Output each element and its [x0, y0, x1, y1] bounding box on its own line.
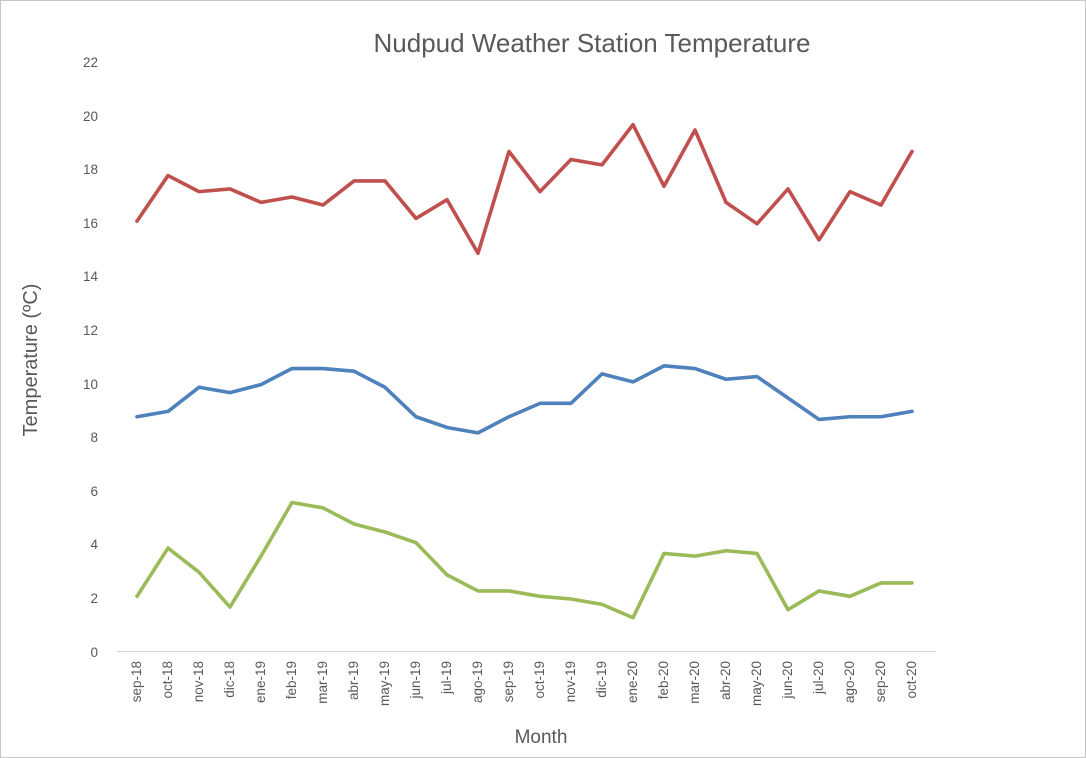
x-tick-label-abr-20: abr-20: [718, 661, 733, 701]
x-tick-label-ago-19: ago-19: [470, 661, 485, 704]
y-tick-label-20: 20: [82, 108, 98, 124]
series-green-line: [135, 500, 914, 620]
x-tick-label-oct-19: oct-19: [532, 661, 547, 699]
x-tick-label-ago-20: ago-20: [842, 661, 857, 704]
x-tick-label-dic-18: dic-18: [222, 661, 237, 698]
x-tick-label-abr-19: abr-19: [346, 661, 361, 701]
x-tick-label-may-20: may-20: [749, 661, 764, 707]
series-blue-line: [135, 364, 914, 435]
y-tick-label-6: 6: [90, 483, 98, 499]
y-tick-label-0: 0: [90, 644, 98, 660]
x-tick-label-dic-19: dic-19: [594, 661, 609, 698]
x-tick-label-sep-18: sep-18: [129, 661, 144, 703]
x-tick-label-nov-18: nov-18: [191, 661, 206, 703]
x-tick-label-jun-19: jun-19: [408, 661, 423, 699]
y-tick-label-4: 4: [90, 537, 98, 553]
y-tick-label-18: 18: [82, 162, 98, 178]
x-tick-label-jul-19: jul-19: [439, 661, 454, 695]
x-tick-label-feb-20: feb-20: [656, 661, 671, 700]
x-tick-label-feb-19: feb-19: [284, 661, 299, 700]
y-tick-label-8: 8: [90, 430, 98, 446]
chart-title: Nudpud Weather Station Temperature: [373, 28, 811, 58]
x-tick-label-ene-19: ene-19: [253, 661, 268, 704]
y-tick-label-2: 2: [90, 591, 98, 606]
series-red-line: [135, 122, 914, 256]
x-tick-label-jul-20: jul-20: [811, 661, 826, 695]
x-tick-label-nov-19: nov-19: [563, 661, 578, 703]
y-tick-label-22: 22: [82, 55, 98, 70]
x-tick-label-jun-20: jun-20: [780, 661, 795, 699]
x-tick-label-oct-18: oct-18: [160, 661, 175, 699]
y-tick-label-12: 12: [82, 323, 98, 338]
y-tick-label-10: 10: [82, 376, 98, 392]
x-tick-label-ene-20: ene-20: [625, 661, 640, 704]
x-tick-label-oct-20: oct-20: [904, 661, 919, 699]
y-tick-label-14: 14: [82, 269, 98, 285]
x-tick-label-mar-19: mar-19: [315, 661, 330, 704]
x-tick-label-mar-20: mar-20: [687, 661, 702, 704]
x-tick-label-may-19: may-19: [377, 661, 392, 707]
x-axis-title: Month: [514, 727, 568, 748]
x-tick-label-sep-20: sep-20: [873, 661, 888, 703]
y-tick-label-16: 16: [82, 215, 98, 231]
x-tick-label-sep-19: sep-19: [501, 661, 516, 703]
